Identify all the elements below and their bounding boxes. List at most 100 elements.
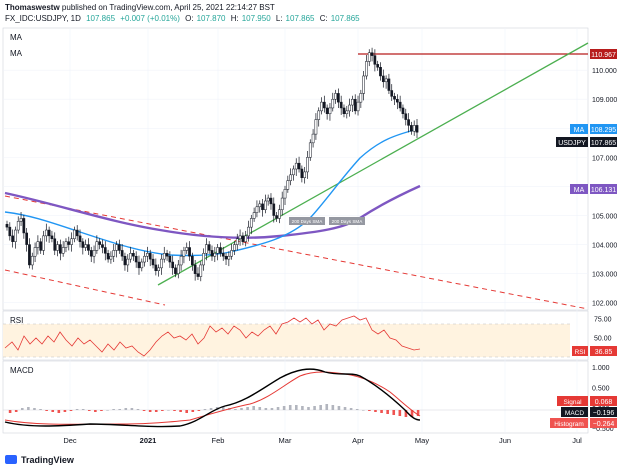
- candle-down[interactable]: [404, 113, 408, 120]
- candle-down[interactable]: [101, 244, 104, 248]
- rsi-axis[interactable]: 50.00 75.00: [594, 317, 612, 343]
- candle-up[interactable]: [146, 253, 149, 257]
- candle-down[interactable]: [87, 244, 90, 251]
- candle-up[interactable]: [42, 235, 45, 251]
- candle-down[interactable]: [106, 253, 110, 260]
- candle-down[interactable]: [193, 264, 197, 274]
- candle-down[interactable]: [241, 235, 245, 242]
- candle-down[interactable]: [98, 241, 102, 245]
- candle-down[interactable]: [353, 98, 357, 112]
- legend-ma-2[interactable]: MA: [10, 49, 23, 58]
- candle-up[interactable]: [264, 200, 267, 210]
- author-name[interactable]: Thomaswestw: [5, 3, 60, 12]
- candle-down[interactable]: [53, 238, 57, 251]
- candle-down[interactable]: [379, 66, 382, 77]
- candle-down[interactable]: [370, 52, 374, 56]
- candle-down[interactable]: [373, 55, 377, 65]
- candle-up[interactable]: [317, 110, 321, 120]
- candle-up[interactable]: [286, 180, 290, 190]
- candle-up[interactable]: [359, 93, 363, 103]
- legend-ma-1[interactable]: MA: [10, 33, 23, 42]
- candle-down[interactable]: [154, 264, 158, 272]
- candle-up[interactable]: [30, 255, 34, 266]
- candles[interactable]: [5, 47, 419, 282]
- candle-up[interactable]: [320, 101, 323, 112]
- candle-down[interactable]: [89, 250, 93, 257]
- candle-up[interactable]: [19, 218, 23, 222]
- candle-down[interactable]: [322, 101, 326, 109]
- candle-up[interactable]: [303, 171, 307, 178]
- candle-down[interactable]: [22, 218, 26, 234]
- candle-up[interactable]: [56, 244, 59, 251]
- candle-down[interactable]: [207, 244, 211, 251]
- candle-down[interactable]: [210, 250, 214, 257]
- candle-down[interactable]: [67, 241, 71, 245]
- candle-up[interactable]: [162, 253, 166, 260]
- candle-down[interactable]: [342, 107, 346, 115]
- candle-up[interactable]: [247, 226, 250, 237]
- rsi-line[interactable]: [4, 315, 421, 357]
- candle-up[interactable]: [216, 247, 219, 254]
- macd-signal-line[interactable]: [4, 371, 421, 425]
- candle-up[interactable]: [334, 93, 337, 100]
- trend-line[interactable]: [157, 42, 589, 286]
- candle-up[interactable]: [213, 253, 217, 257]
- candle-down[interactable]: [81, 241, 85, 248]
- candle-down[interactable]: [28, 244, 31, 266]
- candle-up[interactable]: [348, 104, 351, 112]
- candle-up[interactable]: [294, 162, 298, 170]
- candle-up[interactable]: [311, 133, 315, 144]
- candle-up[interactable]: [238, 235, 242, 240]
- candle-down[interactable]: [395, 98, 399, 103]
- candle-down[interactable]: [123, 255, 127, 266]
- candle-up[interactable]: [185, 247, 189, 251]
- candle-up[interactable]: [205, 244, 208, 254]
- candle-up[interactable]: [289, 174, 292, 181]
- candle-down[interactable]: [410, 125, 413, 132]
- sma-tag-2[interactable]: 200 Days SMA: [329, 217, 365, 225]
- candle-down[interactable]: [339, 101, 343, 109]
- candle-up[interactable]: [157, 267, 160, 272]
- candle-up[interactable]: [351, 98, 354, 106]
- candle-down[interactable]: [59, 244, 62, 254]
- candle-up[interactable]: [140, 261, 144, 269]
- macd-line[interactable]: [4, 368, 421, 428]
- candle-up[interactable]: [328, 107, 332, 115]
- candle-up[interactable]: [384, 78, 388, 83]
- candle-up[interactable]: [252, 212, 256, 219]
- candle-up[interactable]: [345, 110, 349, 115]
- candle-up[interactable]: [230, 250, 234, 257]
- candle-down[interactable]: [381, 75, 385, 83]
- macd-histogram[interactable]: [8, 404, 420, 417]
- candle-down[interactable]: [190, 255, 194, 266]
- price-panel[interactable]: [2, 27, 589, 311]
- candle-up[interactable]: [143, 255, 146, 263]
- candle-up[interactable]: [331, 98, 335, 109]
- footer-brand[interactable]: TradingView: [5, 455, 74, 465]
- candle-up[interactable]: [95, 241, 99, 251]
- candle-down[interactable]: [297, 162, 301, 170]
- rsi-title[interactable]: RSI: [10, 316, 23, 325]
- symbol-label[interactable]: FX_IDC:USDJPY, 1D: [5, 14, 81, 23]
- candle-up[interactable]: [244, 235, 248, 242]
- candle-down[interactable]: [196, 273, 200, 277]
- candle-up[interactable]: [115, 244, 118, 251]
- candle-up[interactable]: [176, 264, 180, 274]
- candle-down[interactable]: [261, 203, 264, 210]
- channel-lower-line[interactable]: [4, 269, 166, 306]
- candle-up[interactable]: [14, 229, 17, 242]
- candle-up[interactable]: [292, 168, 295, 176]
- candle-down[interactable]: [39, 241, 43, 251]
- candle-down[interactable]: [25, 232, 29, 245]
- candle-down[interactable]: [337, 93, 340, 103]
- candle-up[interactable]: [70, 238, 73, 245]
- candle-up[interactable]: [33, 247, 37, 257]
- candle-down[interactable]: [219, 247, 222, 254]
- candle-down[interactable]: [75, 229, 79, 237]
- candle-down[interactable]: [376, 64, 380, 68]
- candle-up[interactable]: [109, 255, 113, 260]
- candle-down[interactable]: [137, 261, 141, 269]
- candle-down[interactable]: [47, 229, 51, 237]
- candle-up[interactable]: [356, 101, 360, 112]
